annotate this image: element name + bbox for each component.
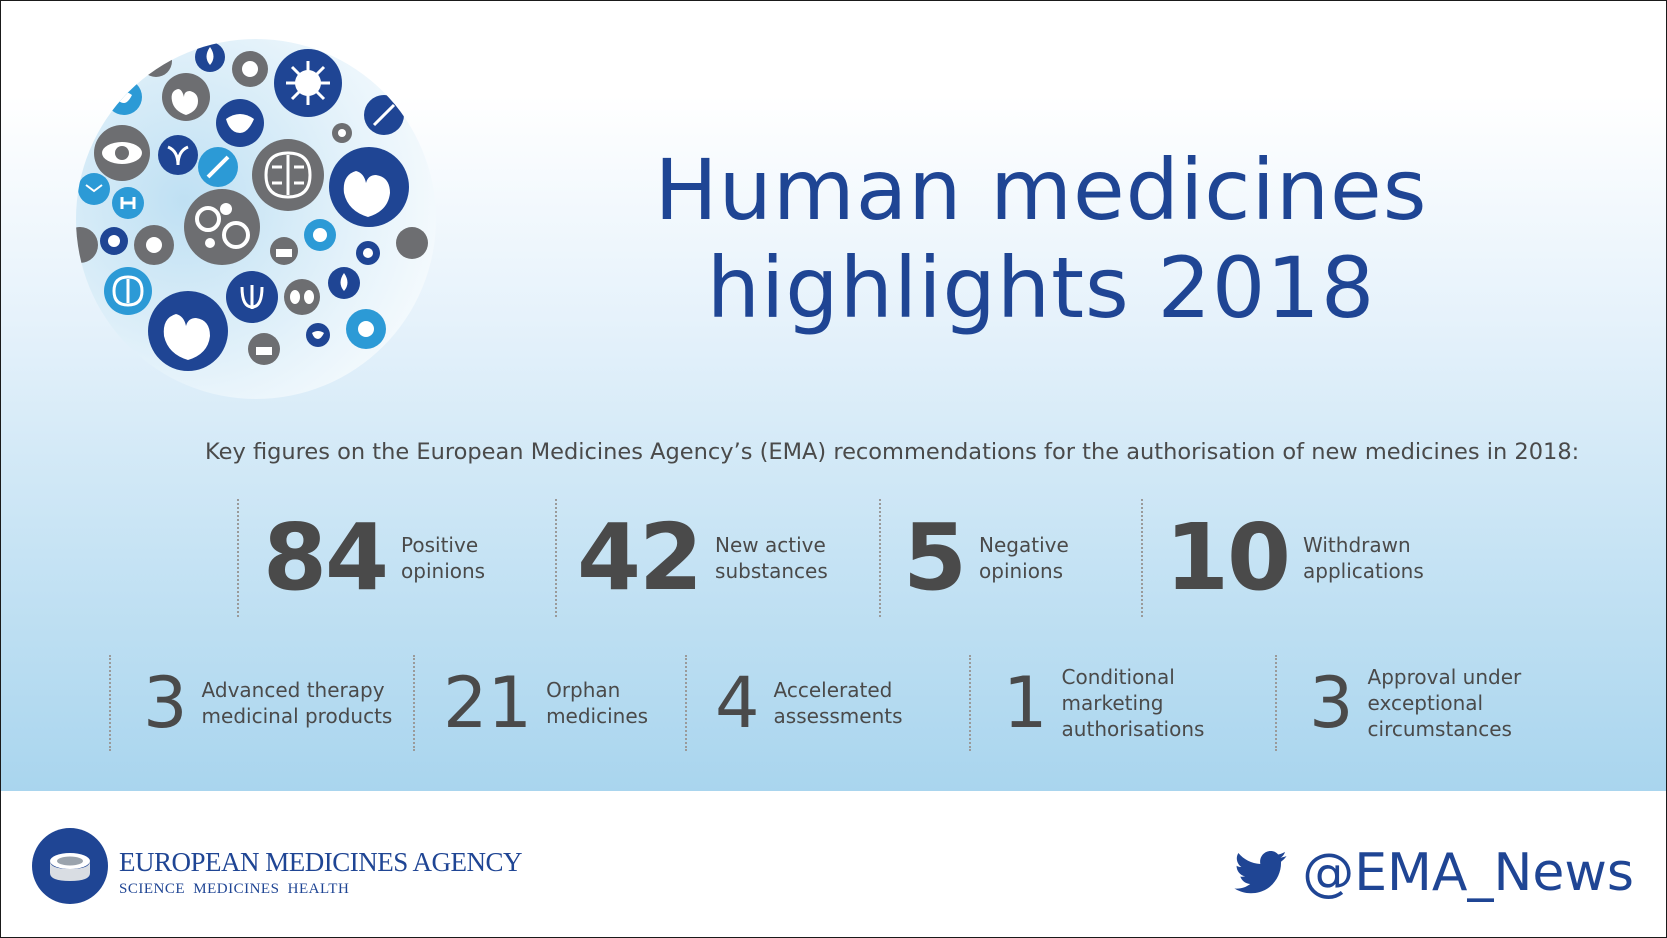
stat-value: 42: [577, 504, 703, 611]
thyroid-icon: [226, 271, 278, 323]
molecule-icon: [78, 173, 110, 205]
stat-label: Accelerated assessments: [773, 678, 903, 728]
stat-label: Approval under exceptional circumstances: [1367, 665, 1522, 741]
stat-accelerated-assessments: 4 Accelerated assessments: [685, 655, 967, 751]
agency-tagline: SCIENCE MEDICINES HEALTH: [119, 881, 350, 897]
virus-icon: [304, 219, 336, 251]
bacteria-icon: [232, 51, 268, 87]
stat-positive-opinions: 84 Positive opinions: [237, 499, 529, 617]
skin-icon: [248, 333, 280, 365]
molecule-icon: [346, 309, 386, 349]
stat-conditional-authorisations: 1 Conditional marketing authorisations: [969, 655, 1271, 751]
stat-orphan-medicines: 21 Orphan medicines: [413, 655, 681, 751]
stat-value: 3: [143, 662, 188, 744]
syringe-icon: [198, 147, 238, 187]
twitter-handle: @EMA_News: [1302, 843, 1634, 903]
medical-icons-illustration: [76, 39, 436, 399]
twitter-handle-link[interactable]: @EMA_News: [1234, 843, 1634, 903]
uterus-icon: [158, 135, 198, 175]
heart-icon: [148, 291, 228, 371]
cells-icon: [184, 189, 260, 265]
title-line-2: highlights 2018: [706, 239, 1376, 337]
drop-icon: [328, 267, 360, 299]
heart-icon: [329, 147, 409, 227]
stat-value: 3: [1309, 662, 1354, 744]
stat-label: Orphan medicines: [546, 678, 649, 728]
stat-negative-opinions: 5 Negative opinions: [879, 499, 1131, 617]
stat-value: 10: [1165, 504, 1291, 611]
title-line-1: Human medicines: [654, 141, 1428, 239]
stat-label: Negative opinions: [979, 533, 1069, 583]
syringe-icon: [364, 95, 404, 135]
stat-new-active-substances: 42 New active substances: [555, 499, 857, 617]
kidneys-icon: [284, 279, 320, 315]
bacteria-icon: [332, 123, 352, 143]
skin-icon: [270, 237, 298, 265]
stat-label: Advanced therapy medicinal products: [201, 678, 393, 728]
stat-withdrawn-applications: 10 Withdrawn applications: [1141, 499, 1473, 617]
heart-icon: [356, 241, 380, 265]
bacteria-icon: [134, 225, 174, 265]
stat-value: 21: [443, 662, 533, 744]
virus-icon: [100, 227, 128, 255]
ema-logo-mark-icon: [32, 828, 108, 904]
drop-icon: [76, 227, 98, 263]
liver-icon: [216, 99, 264, 147]
heart-icon: [162, 73, 210, 121]
thyroid-icon: [112, 187, 144, 219]
liver-icon: [306, 323, 330, 347]
stat-label: Withdrawn applications: [1303, 533, 1424, 583]
twitter-bird-icon: [1234, 851, 1287, 894]
stat-label: Positive opinions: [401, 533, 486, 583]
brain-icon: [104, 267, 152, 315]
stat-value: 4: [715, 662, 760, 744]
brain-icon: [252, 139, 324, 211]
agency-name: EUROPEAN MEDICINES AGENCY: [119, 847, 523, 877]
virus-icon: [274, 49, 342, 117]
stat-label: New active substances: [715, 533, 828, 583]
stat-exceptional-circumstances: 3 Approval under exceptional circumstanc…: [1275, 655, 1577, 751]
stat-value: 1: [1003, 662, 1048, 744]
page-title: Human medicines highlights 2018: [601, 141, 1481, 337]
stat-label: Conditional marketing authorisations: [1061, 665, 1205, 741]
drop-icon: [396, 227, 428, 259]
stat-advanced-therapy: 3 Advanced therapy medicinal products: [109, 655, 407, 751]
drop-icon: [195, 42, 225, 72]
footer: [1, 791, 1666, 937]
eye-icon: [94, 125, 150, 181]
stat-value: 84: [263, 504, 389, 611]
intro-text: Key figures on the European Medicines Ag…: [205, 439, 1580, 465]
stat-value: 5: [903, 504, 967, 611]
